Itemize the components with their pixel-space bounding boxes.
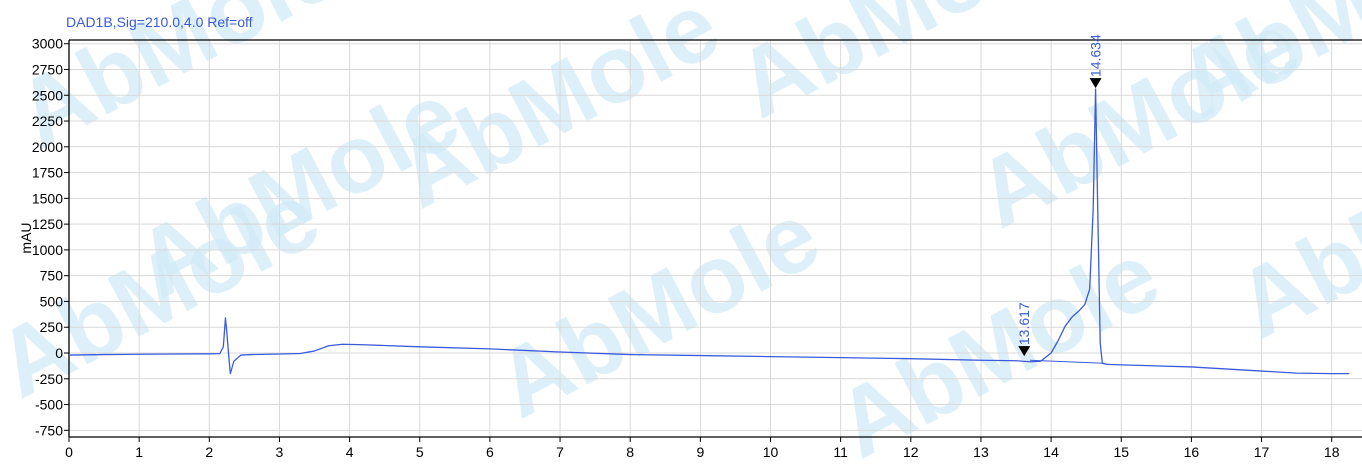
x-tick-label: 2 [205, 444, 213, 460]
x-tick-label: 0 [65, 444, 73, 460]
x-tick-label: 17 [1254, 444, 1270, 460]
y-tick-label: 750 [40, 268, 64, 284]
signal-label: DAD1B,Sig=210.0,4.0 Ref=off [66, 14, 253, 30]
x-tick-label: 16 [1184, 444, 1200, 460]
y-tick-label: 3000 [32, 36, 63, 52]
peak-label: 13.617 [1016, 302, 1032, 345]
grid [68, 40, 1362, 437]
x-tick-label: 14 [1043, 444, 1059, 460]
x-tick-label: 11 [833, 444, 848, 460]
axes: 0 1 2 3 4 5 6 7 8 9 10 11 12 13 14 15 16 17 18300027502500… [32, 36, 1362, 460]
y-tick-label: -250 [35, 371, 63, 387]
trace-layer [68, 88, 1350, 375]
y-tick-label: 1250 [32, 216, 63, 232]
y-tick-label: 2500 [32, 87, 63, 103]
x-tick-label: 18 [1324, 444, 1340, 460]
x-tick-label: 9 [696, 444, 704, 460]
x-tick-label: 4 [346, 444, 354, 460]
x-tick-label: 10 [763, 444, 779, 460]
x-tick-label: 15 [1113, 444, 1129, 460]
x-tick-label: 3 [276, 444, 284, 460]
x-tick-label: 8 [626, 444, 634, 460]
series-line [68, 88, 1350, 375]
x-tick-label: 1 [135, 444, 143, 460]
y-axis-label: mAU [18, 222, 34, 253]
y-tick-label: 2250 [32, 113, 63, 129]
peak-markers: 13.617 14.634 [1016, 34, 1104, 357]
y-tick-label: 1500 [32, 190, 63, 206]
watermark-text: AbMole [480, 181, 836, 438]
x-tick-label: 6 [486, 444, 494, 460]
x-tick-label: 7 [556, 444, 564, 460]
peak-marker [1018, 346, 1031, 357]
y-tick-label: 0 [55, 345, 63, 361]
integration-baseline [1030, 359, 1104, 364]
y-tick-label: 1000 [32, 242, 63, 258]
watermark-text: AbMole [1220, 101, 1362, 358]
x-tick-label: 13 [973, 444, 989, 460]
x-tick-label: 12 [903, 444, 919, 460]
y-tick-label: 1750 [32, 165, 63, 181]
y-tick-label: -500 [35, 397, 63, 413]
watermark-text: AbMole [820, 221, 1176, 466]
peak-marker [1089, 78, 1102, 89]
peak-label: 14.634 [1088, 34, 1104, 77]
x-tick-label: 5 [416, 444, 424, 460]
y-tick-label: 2000 [32, 139, 63, 155]
y-tick-label: 250 [40, 319, 64, 335]
y-tick-label: 500 [40, 293, 64, 309]
y-tick-label: -750 [35, 422, 63, 438]
y-tick-label: 2750 [32, 61, 63, 77]
